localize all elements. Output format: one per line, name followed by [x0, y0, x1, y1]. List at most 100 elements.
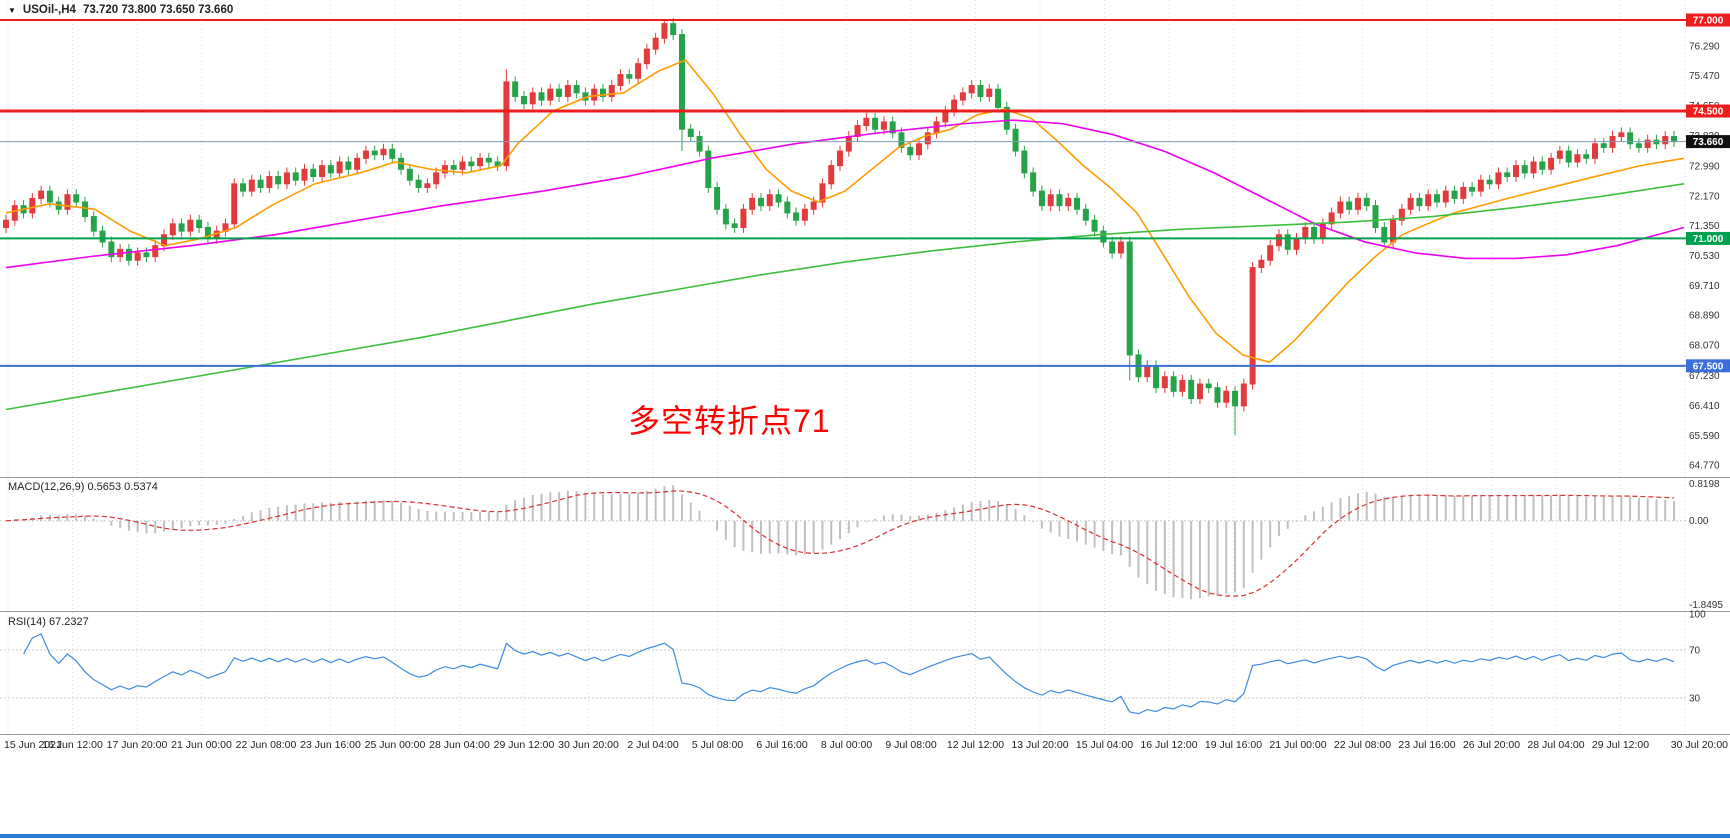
price-badge-label: 71.000 — [1693, 234, 1724, 245]
candle-body — [424, 183, 431, 188]
candle-body — [529, 92, 536, 105]
candle-body — [810, 201, 817, 210]
candle-body — [951, 99, 958, 112]
candle-body — [1205, 383, 1212, 389]
candle-body — [907, 146, 914, 156]
time-axis-label: 5 Jul 08:00 — [692, 739, 744, 751]
candle-body — [512, 81, 519, 97]
candle-body — [617, 74, 624, 87]
candle-body — [1091, 219, 1098, 232]
candle-body — [1117, 241, 1124, 254]
candle-body — [1469, 186, 1476, 192]
time-axis-label: 23 Jun 16:00 — [300, 739, 361, 751]
candle-body — [1012, 128, 1019, 152]
candle-body — [1144, 365, 1151, 378]
time-axis-label: 26 Jul 20:00 — [1463, 739, 1520, 751]
candle-body — [371, 150, 378, 156]
candle-body — [1065, 197, 1072, 207]
candle-body — [266, 176, 273, 188]
time-axis-label: 19 Jul 16:00 — [1205, 739, 1262, 751]
candle-body — [652, 37, 659, 50]
candle-body — [380, 148, 387, 156]
candle-body — [819, 183, 826, 203]
candle-body — [231, 183, 238, 225]
time-axis-label: 29 Jul 12:00 — [1592, 739, 1649, 751]
time-axis-label: 23 Jul 16:00 — [1398, 739, 1455, 751]
candle-body — [1565, 150, 1572, 163]
candle-body — [82, 201, 89, 218]
price-axis-label: 64.770 — [1689, 461, 1720, 472]
candle-body — [362, 150, 369, 159]
time-axis-label: 9 Jul 08:00 — [885, 739, 937, 751]
candle-body — [1100, 230, 1107, 243]
candle-body — [450, 165, 457, 170]
time-axis-label: 15 Jul 04:00 — [1076, 739, 1133, 751]
candle-body — [661, 23, 668, 39]
candle-body — [1433, 194, 1440, 203]
candle-body — [1346, 201, 1353, 210]
ma-fast-orange-line — [5, 59, 1685, 364]
time-axis-label: 22 Jun 08:00 — [236, 739, 297, 751]
candle-body — [556, 88, 563, 97]
price-badge-label: 74.500 — [1693, 107, 1724, 118]
candle-body — [292, 172, 299, 181]
candle-body — [1126, 241, 1133, 356]
chart-annotation-text[interactable]: 多空转折点71 — [628, 403, 831, 439]
candle-body — [433, 172, 440, 185]
price-axis-label: 69.710 — [1689, 281, 1720, 292]
candle-body — [1662, 136, 1669, 145]
candle-body — [1153, 365, 1160, 389]
candle-body — [749, 197, 756, 210]
candle-body — [187, 219, 194, 232]
candle-body — [468, 161, 475, 167]
candle-body — [46, 190, 53, 203]
candle-body — [722, 208, 729, 225]
candle-body — [898, 132, 905, 148]
candle-body — [1407, 197, 1414, 210]
price-badge-label: 67.500 — [1693, 361, 1724, 372]
ma-slow-green-line — [5, 183, 1685, 411]
candle-body — [108, 241, 115, 258]
candle-body — [520, 95, 527, 105]
candle-body — [889, 121, 896, 134]
candle-body — [1021, 150, 1028, 174]
candle-body — [1214, 387, 1221, 403]
time-axis-label: 13 Jul 20:00 — [1011, 739, 1068, 751]
candle-body — [345, 161, 352, 170]
candle-body — [1170, 376, 1177, 392]
candle-body — [240, 183, 247, 192]
candle-body — [968, 85, 975, 94]
candle-body — [626, 74, 633, 79]
ohlc-values: 73.720 73.800 73.650 73.660 — [82, 4, 234, 16]
candle-body — [503, 81, 510, 167]
time-axis-label: 17 Jun 20:00 — [107, 739, 168, 751]
candle-body — [784, 201, 791, 214]
candle-body — [854, 125, 861, 138]
candle-body — [1082, 208, 1089, 221]
candle-body — [538, 92, 545, 101]
candle-body — [1354, 197, 1361, 210]
candle-body — [1644, 139, 1651, 148]
rsi-indicator-label: RSI(14) 67.2327 — [8, 616, 89, 628]
candle-body — [591, 88, 598, 101]
candle-body — [696, 136, 703, 152]
candle-body — [1179, 379, 1186, 392]
price-badge — [1686, 231, 1730, 245]
price-axis-label: 67.230 — [1689, 371, 1720, 382]
candle-body — [599, 88, 606, 97]
bottom-strip — [0, 756, 1730, 840]
time-axis-label: 28 Jul 04:00 — [1527, 739, 1584, 751]
chart-canvas[interactable]: 76.29075.47074.65073.83072.99072.17071.3… — [0, 0, 1730, 756]
candle-body — [1109, 241, 1116, 254]
macd-axis-label: 0.00 — [1689, 516, 1709, 527]
candle-body — [38, 190, 45, 199]
candle-body — [1530, 161, 1537, 174]
candle-body — [1671, 136, 1677, 143]
collapse-chart-icon[interactable]: ▼ — [8, 5, 16, 15]
window-bottom-edge — [0, 834, 1730, 838]
candle-body — [1460, 186, 1467, 199]
price-axis-label: 70.530 — [1689, 251, 1720, 262]
candle-body — [415, 179, 422, 188]
candle-body — [863, 117, 870, 127]
candle-body — [1258, 259, 1265, 269]
